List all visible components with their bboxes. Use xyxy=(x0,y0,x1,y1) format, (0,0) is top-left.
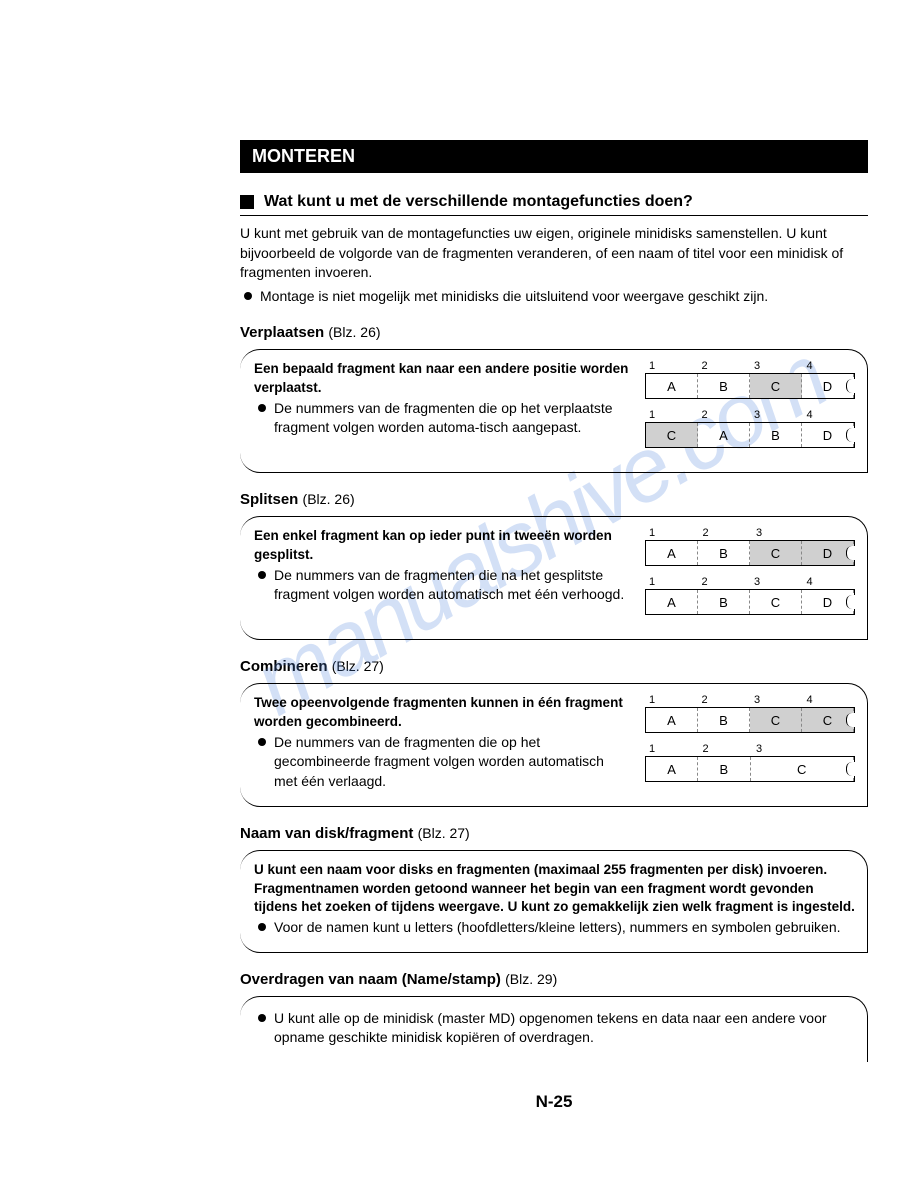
cell: C xyxy=(750,374,802,398)
label: 1 xyxy=(645,743,699,755)
box-verplaatsen: Een bepaald fragment kan naar een andere… xyxy=(240,349,868,473)
label: 1 xyxy=(645,694,698,706)
box-splitsen: Een enkel fragment kan op ieder punt in … xyxy=(240,516,868,640)
bullet-icon xyxy=(258,923,266,931)
bullet-icon xyxy=(258,1014,266,1022)
label: 1 xyxy=(645,527,699,539)
subtitle-row: Wat kunt u met de verschillende montagef… xyxy=(240,193,868,216)
box-bullet-text: U kunt alle op de minidisk (master MD) o… xyxy=(274,1009,855,1048)
label: 4 xyxy=(803,576,856,588)
cell: A xyxy=(646,374,698,398)
box-bold: Een enkel fragment kan op ieder punt in … xyxy=(254,527,629,563)
cell: A xyxy=(646,757,698,781)
title-text: Naam van disk/fragment xyxy=(240,825,413,842)
section-title-splitsen: Splitsen (Blz. 26) xyxy=(240,491,868,508)
section-title-combineren: Combineren (Blz. 27) xyxy=(240,658,868,675)
page-number: N-25 xyxy=(240,1092,868,1112)
label: 3 xyxy=(750,694,803,706)
label: 1 xyxy=(645,360,698,372)
cell: B xyxy=(698,541,750,565)
intro-bullet-text: Montage is niet mogelijk met minidisks d… xyxy=(260,287,768,307)
label: 3 xyxy=(752,527,855,539)
box-bullet-text: Voor de namen kunt u letters (hoofdlette… xyxy=(274,918,841,938)
title-text: Combineren xyxy=(240,658,328,675)
intro-paragraph: U kunt met gebruik van de montagefunctie… xyxy=(240,224,868,283)
cell: A xyxy=(698,423,750,447)
title-text: Splitsen xyxy=(240,491,298,508)
label: 2 xyxy=(698,576,751,588)
label: 3 xyxy=(750,576,803,588)
section-title-verplaatsen: Verplaatsen (Blz. 26) xyxy=(240,324,868,341)
cell: A xyxy=(646,541,698,565)
label: 3 xyxy=(750,409,803,421)
label: 2 xyxy=(698,409,751,421)
box-bold1: U kunt een naam voor disks en fragmenten… xyxy=(254,861,855,879)
box-bold: Twee opeenvolgende fragmenten kunnen in … xyxy=(254,694,629,730)
box-bullet-text: De nummers van de fragmenten die op het … xyxy=(274,399,629,438)
label: 1 xyxy=(645,576,698,588)
label: 2 xyxy=(698,694,751,706)
diagram-verplaatsen: 1234 A B C D 1234 C A B D xyxy=(645,360,855,458)
cell: A xyxy=(646,708,698,732)
intro-bullet-row: Montage is niet mogelijk met minidisks d… xyxy=(240,287,868,307)
label: 3 xyxy=(752,743,855,755)
cell: B xyxy=(698,374,750,398)
label: 2 xyxy=(699,527,753,539)
label: 2 xyxy=(699,743,753,755)
diagram-combineren: 1234 A B C C 123 A B C xyxy=(645,694,855,792)
title-text: Overdragen van naam (Name/stamp) xyxy=(240,971,501,988)
bullet-icon xyxy=(258,738,266,746)
cell: C xyxy=(750,708,802,732)
title-ref: (Blz. 26) xyxy=(328,324,380,340)
cell: B xyxy=(698,590,750,614)
cell: C xyxy=(750,590,802,614)
cell: C xyxy=(751,757,855,781)
title-ref: (Blz. 26) xyxy=(303,491,355,507)
label: 4 xyxy=(803,694,856,706)
cell: B xyxy=(750,423,802,447)
bullet-icon xyxy=(258,571,266,579)
label: 3 xyxy=(750,360,803,372)
bullet-icon xyxy=(258,404,266,412)
box-bold2: Fragmentnamen worden getoond wanneer het… xyxy=(254,880,855,916)
box-combineren: Twee opeenvolgende fragmenten kunnen in … xyxy=(240,683,868,807)
subtitle-text: Wat kunt u met de verschillende montagef… xyxy=(264,193,693,211)
box-bullet-text: De nummers van de fragmenten die na het … xyxy=(274,566,629,605)
title-ref: (Blz. 29) xyxy=(505,971,557,987)
section-title-overdragen: Overdragen van naam (Name/stamp) (Blz. 2… xyxy=(240,971,868,988)
box-naam: U kunt een naam voor disks en fragmenten… xyxy=(240,850,868,952)
square-bullet-icon xyxy=(240,195,254,209)
box-bullet-text: De nummers van de fragmenten die op het … xyxy=(274,733,629,792)
label: 1 xyxy=(645,409,698,421)
box-overdragen: U kunt alle op de minidisk (master MD) o… xyxy=(240,996,868,1062)
cell: B xyxy=(698,757,750,781)
diagram-splitsen: 123 A B C D 1234 A B C D xyxy=(645,527,855,625)
header-bar: MONTEREN xyxy=(240,140,868,173)
cell: C xyxy=(646,423,698,447)
box-bold: Een bepaald fragment kan naar een andere… xyxy=(254,360,629,396)
title-text: Verplaatsen xyxy=(240,324,324,341)
bullet-icon xyxy=(244,292,252,300)
label: 2 xyxy=(698,360,751,372)
label: 4 xyxy=(803,360,856,372)
title-ref: (Blz. 27) xyxy=(418,825,470,841)
cell: C xyxy=(750,541,802,565)
label: 4 xyxy=(803,409,856,421)
section-title-naam: Naam van disk/fragment (Blz. 27) xyxy=(240,825,868,842)
title-ref: (Blz. 27) xyxy=(332,658,384,674)
cell: B xyxy=(698,708,750,732)
cell: A xyxy=(646,590,698,614)
